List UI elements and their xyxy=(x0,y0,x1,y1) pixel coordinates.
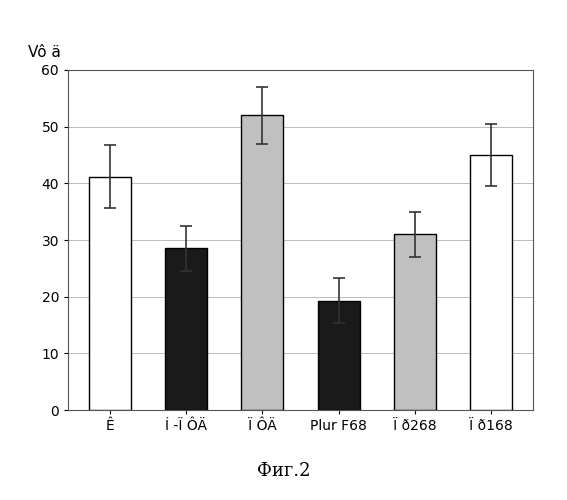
Bar xyxy=(394,234,435,410)
Bar xyxy=(470,155,512,410)
Text: Фиг.2: Фиг.2 xyxy=(257,462,310,480)
Bar xyxy=(318,300,359,410)
Text: Vô ä: Vô ä xyxy=(28,45,61,60)
Bar xyxy=(166,248,207,410)
Bar xyxy=(89,176,131,410)
Bar xyxy=(242,116,284,410)
